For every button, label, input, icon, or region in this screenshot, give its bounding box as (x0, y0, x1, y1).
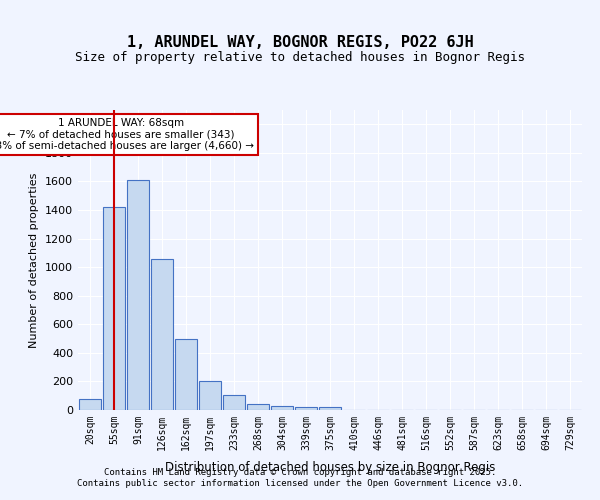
Y-axis label: Number of detached properties: Number of detached properties (29, 172, 40, 348)
Bar (223, 395, 245, 410)
Text: 1, ARUNDEL WAY, BOGNOR REGIS, PO22 6JH: 1, ARUNDEL WAY, BOGNOR REGIS, PO22 6JH (127, 35, 473, 50)
Bar (127, 180, 149, 410)
Bar (319, 407, 341, 410)
Bar (271, 406, 293, 410)
Bar (247, 404, 269, 410)
Bar (103, 207, 125, 410)
Bar (79, 398, 101, 410)
Bar (295, 407, 317, 410)
Bar (199, 380, 221, 410)
Text: Contains public sector information licensed under the Open Government Licence v3: Contains public sector information licen… (77, 480, 523, 488)
Text: Contains HM Land Registry data © Crown copyright and database right 2025.: Contains HM Land Registry data © Crown c… (104, 468, 496, 477)
Bar (175, 338, 197, 410)
Text: Size of property relative to detached houses in Bognor Regis: Size of property relative to detached ho… (75, 51, 525, 64)
Text: 1 ARUNDEL WAY: 68sqm
← 7% of detached houses are smaller (343)
93% of semi-detac: 1 ARUNDEL WAY: 68sqm ← 7% of detached ho… (0, 118, 254, 151)
X-axis label: Distribution of detached houses by size in Bognor Regis: Distribution of detached houses by size … (165, 461, 495, 474)
Bar (151, 260, 173, 410)
